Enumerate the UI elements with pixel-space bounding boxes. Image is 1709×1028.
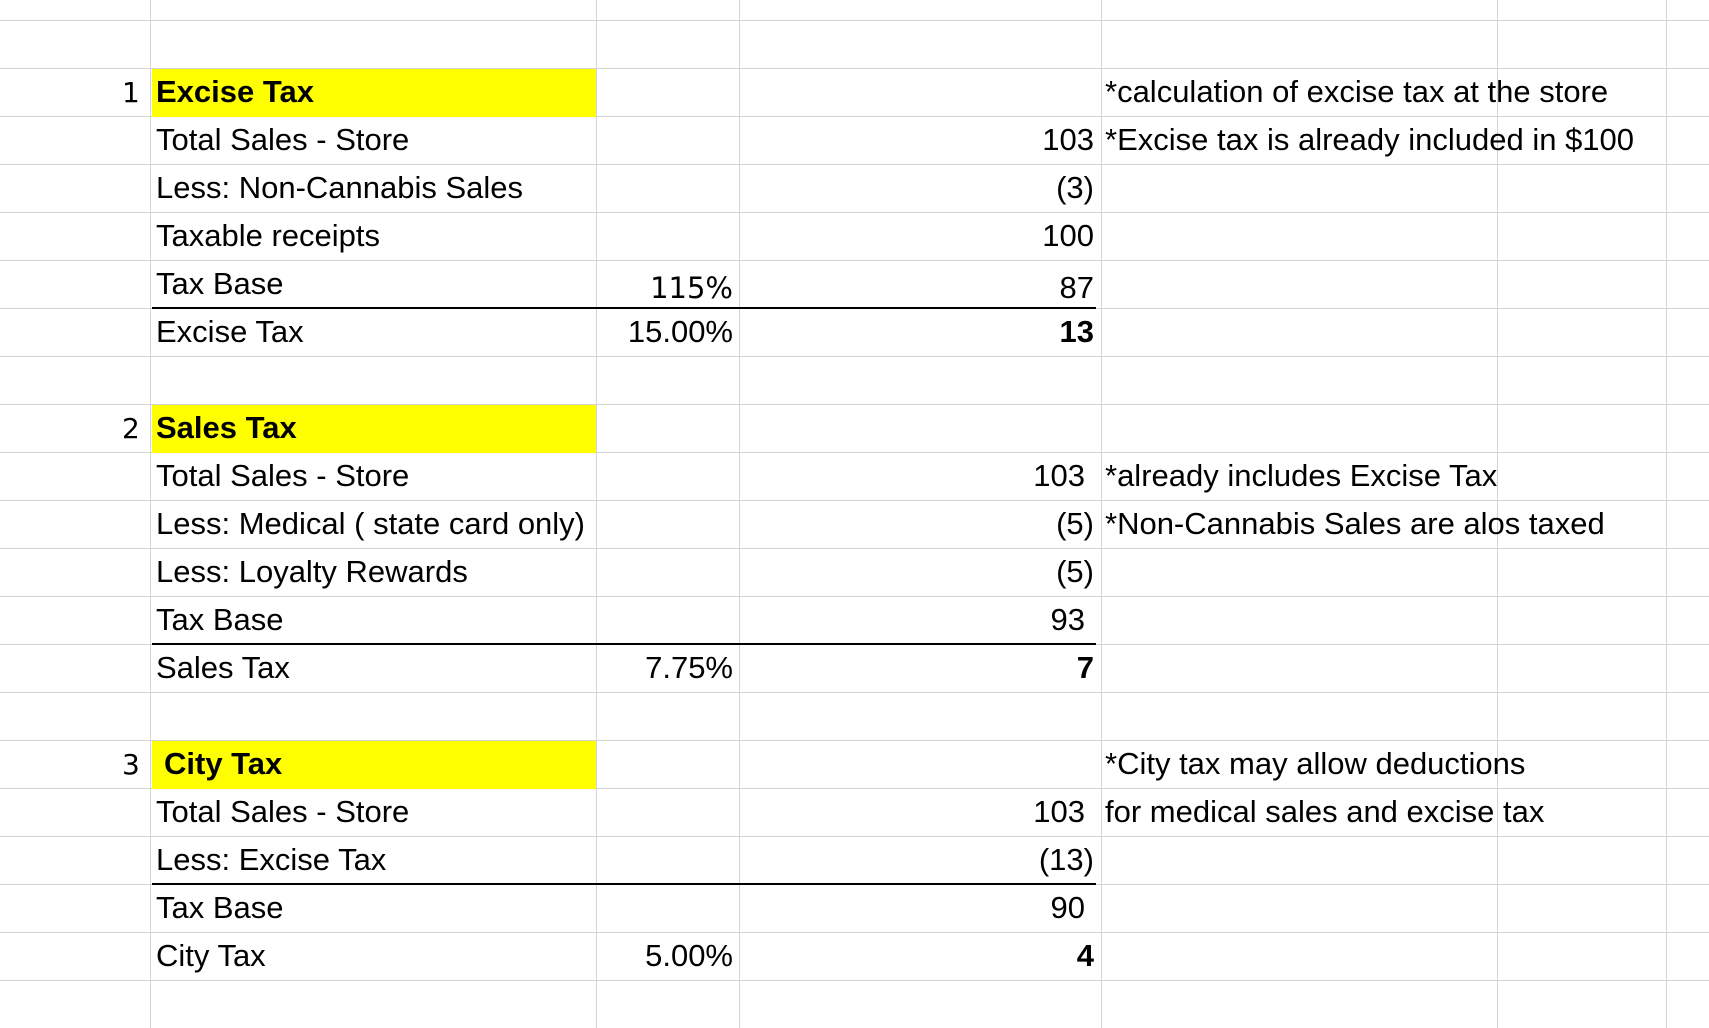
row-value[interactable]: 90 [1050, 890, 1085, 925]
section-index: 2 [122, 412, 140, 445]
row-label[interactable]: Less: Medical ( state card only) [156, 506, 586, 541]
row-rate[interactable]: 115% [650, 271, 733, 305]
row-value[interactable]: 103 [1033, 794, 1085, 829]
section-index: 1 [122, 76, 140, 109]
section-title[interactable]: Sales Tax [156, 410, 297, 445]
row-value[interactable]: (3) [1056, 170, 1094, 205]
row-value[interactable]: (5) [1056, 506, 1094, 541]
gridline [0, 788, 1709, 789]
note-cell[interactable]: *City tax may allow deductions [1105, 746, 1526, 781]
row-value[interactable]: 103 [1033, 458, 1085, 493]
row-label[interactable]: Tax Base [156, 602, 284, 637]
note-cell[interactable]: *already includes Excise Tax [1105, 458, 1498, 493]
gridline [0, 596, 1709, 597]
gridline [1497, 0, 1498, 1028]
gridline [0, 356, 1709, 357]
section-title-highlight [152, 741, 596, 789]
section-title-highlight [152, 405, 596, 453]
gridline [596, 0, 597, 1028]
row-label[interactable]: Excise Tax [156, 314, 304, 349]
gridline [0, 548, 1709, 549]
row-label[interactable]: Total Sales - Store [156, 458, 410, 493]
note-cell[interactable]: *calculation of excise tax at the store [1105, 74, 1609, 109]
row-rate[interactable]: 7.75% [645, 650, 733, 685]
row-rate[interactable]: 15.00% [627, 314, 733, 349]
row-label[interactable]: Tax Base [156, 266, 284, 301]
gridline [0, 692, 1709, 693]
total-border [152, 307, 1096, 309]
gridline [0, 212, 1709, 213]
gridline [0, 260, 1709, 261]
row-label[interactable]: Total Sales - Store [156, 122, 410, 157]
row-label[interactable]: City Tax [156, 938, 266, 973]
subtotal-border [152, 883, 1096, 885]
gridline [0, 404, 1709, 405]
row-label[interactable]: Tax Base [156, 890, 284, 925]
gridline [0, 980, 1709, 981]
gridline [0, 20, 1709, 21]
row-value[interactable]: 103 [1042, 122, 1094, 157]
gridline [739, 0, 740, 1028]
row-total-value[interactable]: 13 [1059, 314, 1094, 349]
gridline [0, 116, 1709, 117]
row-label[interactable]: Taxable receipts [156, 218, 381, 253]
row-rate[interactable]: 5.00% [645, 938, 733, 973]
gridline [0, 452, 1709, 453]
row-total-value[interactable]: 4 [1076, 938, 1094, 973]
gridline [1666, 0, 1667, 1028]
row-value[interactable]: 93 [1050, 602, 1085, 637]
row-label[interactable]: Less: Non-Cannabis Sales [156, 170, 524, 205]
row-value[interactable]: 100 [1042, 218, 1094, 253]
gridline [150, 0, 151, 1028]
row-label[interactable]: Total Sales - Store [156, 794, 410, 829]
section-index: 3 [122, 748, 140, 781]
note-cell[interactable]: for medical sales and excise tax [1105, 794, 1545, 829]
gridline [0, 68, 1709, 69]
section-title[interactable]: City Tax [164, 746, 283, 781]
note-cell[interactable]: *Non-Cannabis Sales are alos taxed [1105, 506, 1605, 541]
gridline [0, 932, 1709, 933]
section-title-highlight [152, 69, 596, 117]
row-label[interactable]: Sales Tax [156, 650, 290, 685]
gridline [0, 836, 1709, 837]
gridline [0, 164, 1709, 165]
total-border [152, 643, 1096, 645]
row-total-value[interactable]: 7 [1076, 650, 1094, 685]
note-cell[interactable]: *Excise tax is already included in $100 [1105, 122, 1635, 157]
gridline [1101, 0, 1102, 1028]
row-label[interactable]: Less: Loyalty Rewards [156, 554, 468, 589]
gridline [0, 740, 1709, 741]
row-label[interactable]: Less: Excise Tax [156, 842, 387, 877]
row-value[interactable]: (5) [1056, 554, 1094, 589]
row-value[interactable]: (13) [1038, 842, 1094, 877]
row-value[interactable]: 87 [1059, 270, 1094, 305]
section-title[interactable]: Excise Tax [156, 74, 314, 109]
gridline [0, 500, 1709, 501]
